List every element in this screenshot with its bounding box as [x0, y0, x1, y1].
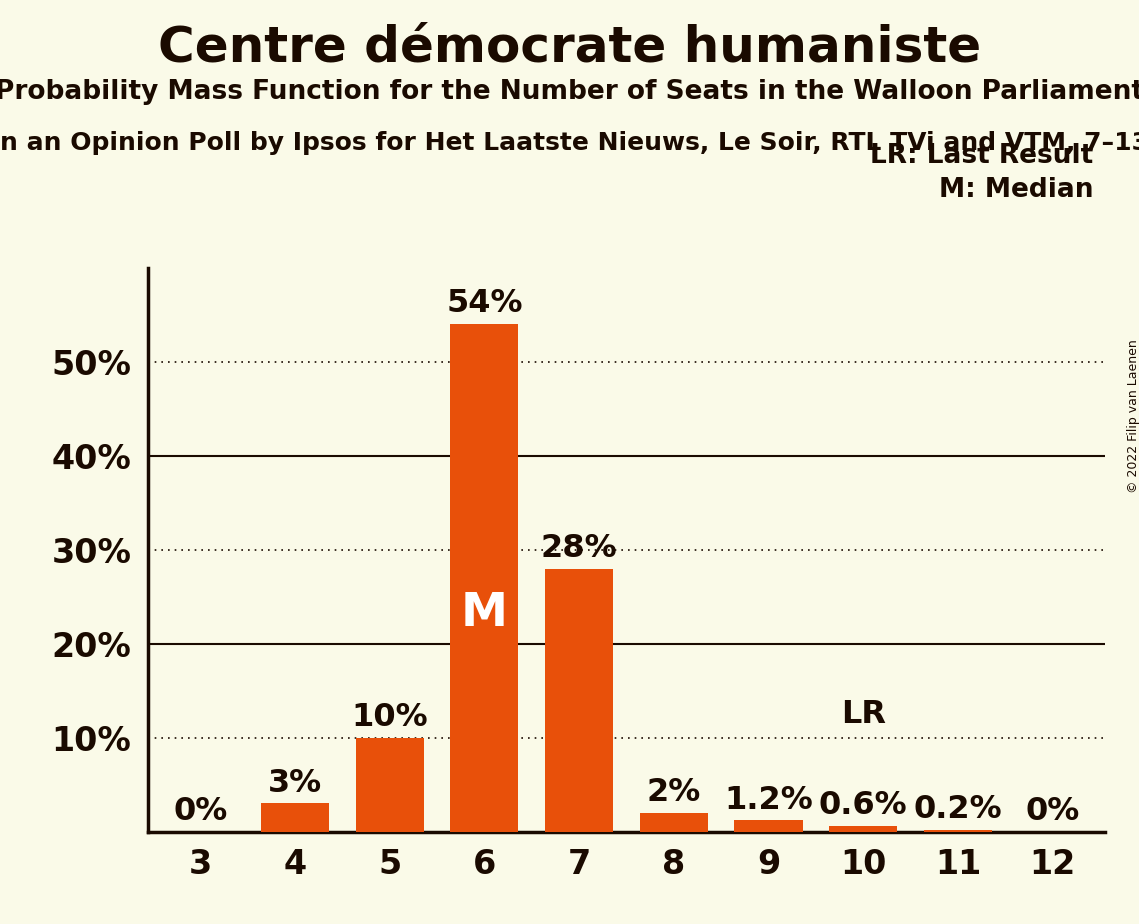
Text: 0%: 0% — [173, 796, 228, 827]
Text: 3%: 3% — [268, 768, 322, 798]
Text: 54%: 54% — [446, 287, 523, 319]
Bar — [924, 830, 992, 832]
Text: 28%: 28% — [541, 533, 617, 564]
Text: n an Opinion Poll by Ipsos for Het Laatste Nieuws, Le Soir, RTL TVi and VTM, 7–1: n an Opinion Poll by Ipsos for Het Laats… — [0, 131, 1139, 155]
Text: LR: Last Result: LR: Last Result — [870, 143, 1093, 169]
Text: 0%: 0% — [1025, 796, 1080, 827]
Bar — [355, 737, 424, 832]
Text: Centre démocrate humaniste: Centre démocrate humaniste — [158, 23, 981, 71]
Text: 0.2%: 0.2% — [913, 794, 1002, 825]
Text: 2%: 2% — [647, 777, 700, 808]
Text: Probability Mass Function for the Number of Seats in the Walloon Parliament: Probability Mass Function for the Number… — [0, 79, 1139, 104]
Text: 0.6%: 0.6% — [819, 790, 908, 821]
Text: 10%: 10% — [351, 702, 428, 733]
Bar — [829, 826, 898, 832]
Text: LR: LR — [841, 699, 886, 730]
Text: M: Median: M: Median — [939, 177, 1093, 203]
Bar — [261, 803, 329, 832]
Bar — [640, 813, 708, 832]
Text: M: M — [461, 591, 508, 636]
Bar — [544, 568, 613, 832]
Text: © 2022 Filip van Laenen: © 2022 Filip van Laenen — [1126, 339, 1139, 492]
Bar — [735, 821, 803, 832]
Bar — [450, 324, 518, 832]
Text: 1.2%: 1.2% — [724, 784, 813, 816]
